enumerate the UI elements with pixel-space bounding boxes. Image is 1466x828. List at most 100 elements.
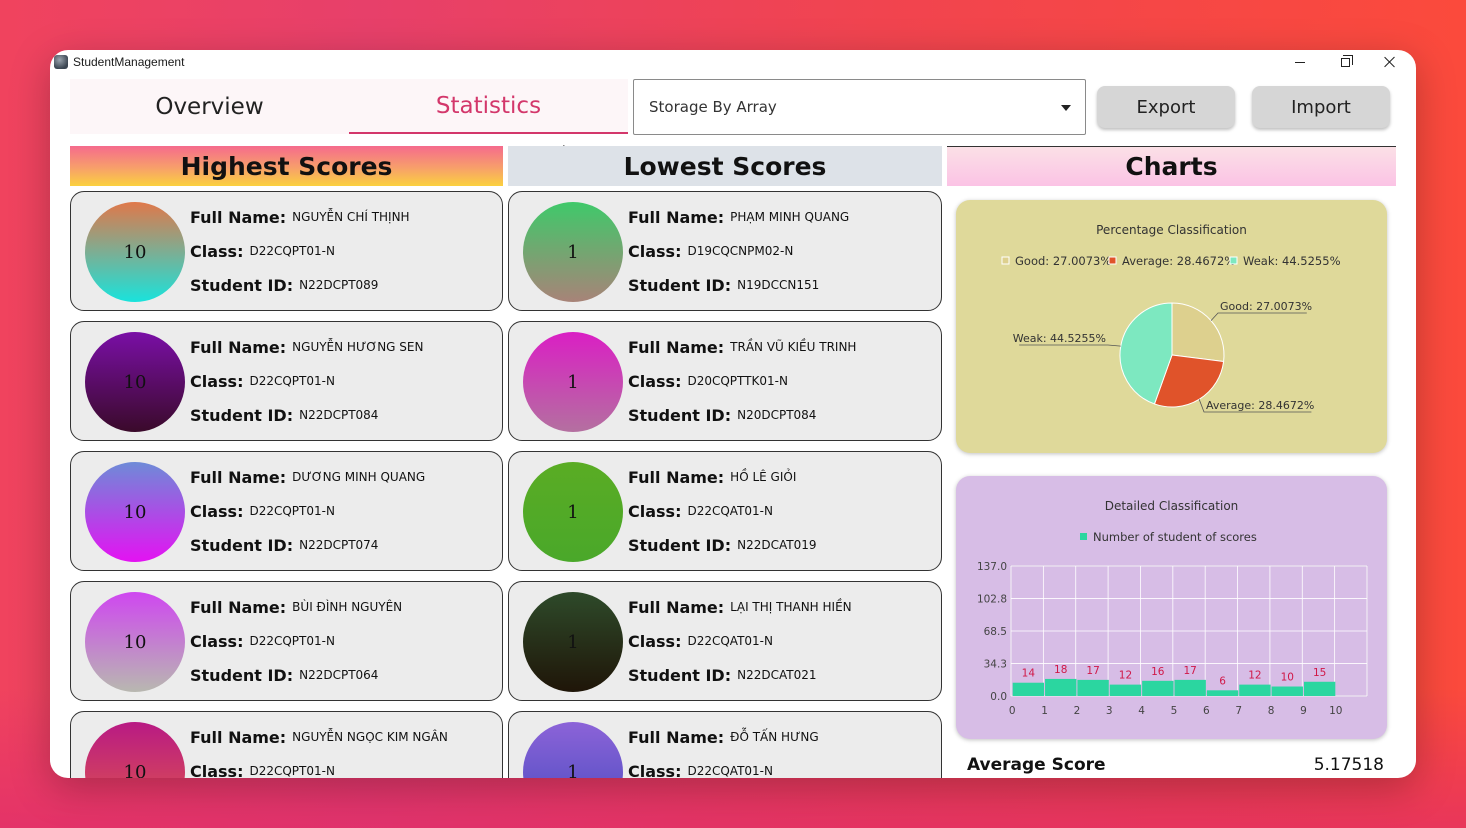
highest-student-card[interactable]: 10 Full Name: BÙI ĐÌNH NGUYÊN Class: D22CQPT… — [70, 581, 503, 701]
close-icon — [1384, 56, 1396, 68]
student-class-row: Class: D22CQAT01-N — [628, 494, 817, 528]
app-window: StudentManagement Overview Statistics St… — [50, 50, 1416, 778]
bar-value-label: 12 — [1119, 670, 1132, 682]
student-id-value: N20DCPT084 — [737, 408, 817, 422]
storage-select-value: Storage By Array — [649, 98, 777, 116]
y-tick-label: 68.5 — [984, 626, 1007, 638]
lowest-student-card[interactable]: 1 Full Name: TRẦN VŨ KIỀU TRINH Class: D20CQ… — [508, 321, 942, 441]
pie-legend-label: Weak: 44.5255% — [1243, 254, 1341, 268]
x-tick-label: 10 — [1329, 705, 1342, 717]
tab-overview[interactable]: Overview — [70, 79, 349, 134]
student-class-row: Class: D22CQPT01-N — [190, 234, 410, 268]
lowest-student-card[interactable]: 1 Full Name: LẠI THỊ THANH HIỀN Class: D22CQ… — [508, 581, 942, 701]
bar-value-label: 12 — [1248, 670, 1261, 682]
highest-student-card[interactable]: 10 Full Name: DƯƠNG MINH QUANG Class: D22CQP… — [70, 451, 503, 571]
bar — [1142, 680, 1174, 696]
lowest-student-card[interactable]: 1 Full Name: HỒ LÊ GIỎI Class: D22CQAT01-N St… — [508, 451, 942, 571]
avatar: 10 — [85, 202, 185, 302]
bar-chart-title: Detailed Classification — [1105, 499, 1239, 513]
bar-chart: Detailed Classification Number of student… — [977, 499, 1368, 717]
student-full-name-row: Full Name: NGUYỄN CHÍ THỊNH — [190, 200, 410, 234]
bar-value-label: 17 — [1086, 665, 1099, 677]
pie-legend-swatch — [1108, 256, 1117, 265]
student-class-value: D22CQPT01-N — [249, 244, 335, 258]
highest-student-card[interactable]: 10 Full Name: NGUYỄN NGỌC KIM NGÂN Class: D2… — [70, 711, 503, 778]
student-class-value: D20CQPTTK01-N — [687, 374, 788, 388]
export-button[interactable]: Export — [1097, 86, 1235, 128]
bar — [1077, 679, 1109, 696]
close-button[interactable] — [1368, 50, 1412, 74]
student-class-row: Class: D22CQPT01-N — [190, 364, 423, 398]
avatar: 10 — [85, 592, 185, 692]
student-id-label: Student ID: — [190, 405, 294, 425]
student-class-row: Class: D22CQPT01-N — [190, 494, 425, 528]
y-tick-label: 137.0 — [977, 561, 1007, 573]
student-id-label: Student ID: — [628, 665, 732, 685]
student-class-row: Class: D19CQCNPM02-N — [628, 234, 849, 268]
highest-student-card[interactable]: 10 Full Name: NGUYỄN CHÍ THỊNH Class: D22CQP… — [70, 191, 503, 311]
bar — [1303, 681, 1336, 696]
student-full-name-label: Full Name: — [190, 207, 287, 227]
student-info: Full Name:ĐỖ TẤN HƯNGClass:D22CQAT01-NSt… — [628, 720, 819, 779]
student-class-value: D22CQPT01-N — [249, 504, 335, 518]
x-tick-label: 7 — [1235, 705, 1242, 717]
restore-icon — [1340, 54, 1353, 67]
student-id-row: Student ID: N20DCPT084 — [628, 398, 856, 432]
student-full-name-row: Full Name: TRẦN VŨ KIỀU TRINH — [628, 330, 856, 364]
student-class-label: Class: — [190, 241, 244, 261]
student-id-value: N22DCPT074 — [299, 538, 379, 552]
student-full-name-label: Full Name: — [190, 597, 287, 617]
student-id-label: Student ID: — [190, 535, 294, 555]
student-id-value: N19DCCN151 — [737, 278, 820, 292]
student-class-value: D22CQAT01-N — [687, 764, 773, 778]
minimize-button[interactable] — [1278, 50, 1322, 74]
student-id-value: N22DCAT021 — [737, 668, 817, 682]
bar-value-label: 6 — [1219, 675, 1226, 687]
restore-button[interactable] — [1323, 50, 1367, 74]
student-full-name-row: Full Name: PHẠM MINH QUANG — [628, 200, 849, 234]
student-full-name-label: Full Name: — [628, 207, 725, 227]
student-id-row: Student ID: N22DCAT019 — [628, 528, 817, 562]
pie-leader-line — [1210, 312, 1307, 321]
student-id-row: Student ID: N22DCPT084 — [190, 398, 423, 432]
storage-select[interactable]: Storage By Array — [633, 79, 1086, 135]
tab-bar: Overview Statistics — [70, 79, 628, 134]
student-class-label: Class: — [190, 631, 244, 651]
student-class-label: Class: — [190, 501, 244, 521]
bar — [1012, 682, 1045, 696]
avatar: 1 — [523, 462, 623, 562]
x-tick-label: 2 — [1074, 705, 1081, 717]
student-full-name-value: ĐỖ TẤN HƯNG — [730, 730, 819, 744]
pie-slice-weak — [1119, 302, 1173, 405]
bar — [1206, 690, 1239, 696]
student-id-label: Student ID: — [628, 275, 732, 295]
student-class-value: D22CQPT01-N — [249, 764, 335, 778]
x-tick-label: 4 — [1138, 705, 1145, 717]
highest-student-card[interactable]: 10 Full Name: NGUYỄN HƯƠNG SEN Class: D22CQP… — [70, 321, 503, 441]
student-full-name-label: Full Name: — [190, 467, 287, 487]
student-full-name-label: Full Name: — [628, 597, 725, 617]
student-full-name-value: NGUYỄN CHÍ THỊNH — [292, 210, 410, 224]
student-info: Full Name: BÙI ĐÌNH NGUYÊN Class: D22CQPT01… — [190, 590, 402, 692]
student-id-value: N22DCPT089 — [299, 278, 379, 292]
pie-slice-good — [1171, 302, 1225, 363]
x-tick-label: 0 — [1009, 705, 1016, 717]
student-id-row: Student ID: N22DCPT074 — [190, 528, 425, 562]
student-full-name-value: DƯƠNG MINH QUANG — [292, 470, 426, 484]
bar-value-label: 14 — [1022, 668, 1036, 680]
highest-scores-header: Highest Scores — [70, 146, 503, 186]
lowest-student-card[interactable]: 1 Full Name: PHẠM MINH QUANG Class: D19CQCNP… — [508, 191, 942, 311]
x-tick-label: 5 — [1171, 705, 1178, 717]
pie-legend-swatch — [1001, 256, 1010, 265]
student-class-row: Class: D22CQAT01-N — [628, 754, 819, 779]
student-info: Full Name: PHẠM MINH QUANG Class: D19CQCNPM… — [628, 200, 849, 302]
tab-statistics[interactable]: Statistics — [349, 79, 628, 134]
student-class-row: Class: D22CQPT01-N — [190, 754, 448, 779]
student-class-value: D19CQCNPM02-N — [687, 244, 794, 258]
student-info: Full Name: DƯƠNG MINH QUANG Class: D22CQPT0… — [190, 460, 425, 562]
student-info: Full Name: HỒ LÊ GIỎI Class: D22CQAT01-N Stu… — [628, 460, 817, 562]
avatar: 1 — [523, 332, 623, 432]
x-tick-label: 6 — [1203, 705, 1210, 717]
import-button[interactable]: Import — [1252, 86, 1390, 128]
